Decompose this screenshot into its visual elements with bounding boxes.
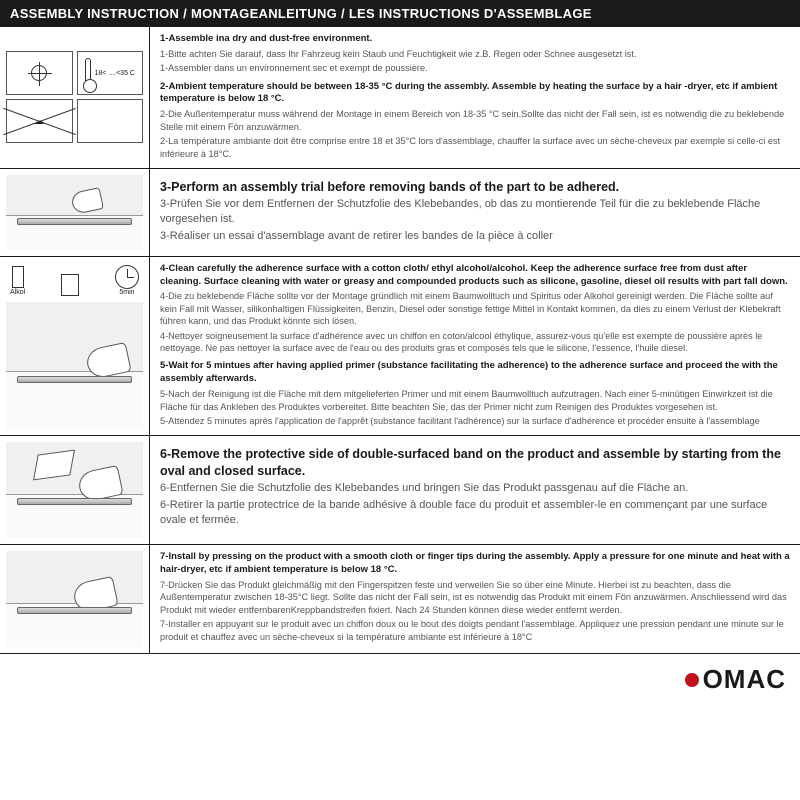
section-2: 3-Perform an assembly trial before remov… xyxy=(0,169,800,257)
section-4: 6-Remove the protective side of double-s… xyxy=(0,436,800,545)
section-1: 18< ....<35 C ☁︎ 1-Assemble ina dry and … xyxy=(0,27,800,169)
s1-de-1: 1-Bitte achten Sie darauf, dass Ihr Fahr… xyxy=(160,48,790,60)
s4-en: 6-Remove the protective side of double-s… xyxy=(160,446,790,479)
bottle-icon xyxy=(12,266,24,288)
s5-fr: 7-Installer en appuyant sur le produit a… xyxy=(160,618,790,643)
section-3: Alkol 5min 4-Clean carefully the adheren… xyxy=(0,257,800,437)
alcohol-label: Alkol xyxy=(10,289,25,296)
s4-fr: 6-Retirer la partie protectrice de la ba… xyxy=(160,498,790,528)
temp-range-label: 18< ....<35 C xyxy=(95,70,135,77)
illus-3: Alkol 5min xyxy=(0,257,150,436)
s3-de-5: 5-Nach der Reinigung ist die Fläche mit … xyxy=(160,388,790,413)
footer: OMAC xyxy=(0,654,800,703)
section-5: 7-Install by pressing on the product wit… xyxy=(0,545,800,654)
text-1: 1-Assemble ina dry and dust-free environ… xyxy=(150,27,800,168)
s4-de: 6-Entfernen Sie die Schutzfolie des Kleb… xyxy=(160,481,790,496)
header-bar: ASSEMBLY INSTRUCTION / MONTAGEANLEITUNG … xyxy=(0,0,800,27)
illus-1: 18< ....<35 C ☁︎ xyxy=(0,27,150,168)
text-4: 6-Remove the protective side of double-s… xyxy=(150,436,800,544)
logo-text: OMAC xyxy=(703,664,786,695)
s1-en-1: 1-Assemble ina dry and dust-free environ… xyxy=(160,33,790,46)
s5-de: 7-Drücken Sie das Produkt gleichmäßig mi… xyxy=(160,579,790,616)
text-3: 4-Clean carefully the adherence surface … xyxy=(150,257,800,436)
text-5: 7-Install by pressing on the product wit… xyxy=(150,545,800,653)
illus-5 xyxy=(0,545,150,653)
s1-fr-1: 1-Assembler dans un environnement sec et… xyxy=(160,62,790,74)
s2-en: 3-Perform an assembly trial before remov… xyxy=(160,179,790,195)
icon-sun xyxy=(6,51,73,95)
s3-fr-4: 4-Nettoyer soigneusement la surface d'ad… xyxy=(160,330,790,355)
s1-de-2: 2-Die Außentemperatur muss während der M… xyxy=(160,108,790,133)
icon-thermo: 18< ....<35 C xyxy=(77,51,144,95)
s3-en-4: 4-Clean carefully the adherence surface … xyxy=(160,263,790,289)
clock-label: 5min xyxy=(119,289,134,296)
s3-fr-5: 5-Attendez 5 minutes après l'application… xyxy=(160,415,790,427)
s1-fr-2: 2-La température ambiante doit être comp… xyxy=(160,135,790,160)
s3-de-4: 4-Die zu beklebende Fläche sollte vor de… xyxy=(160,290,790,327)
clock-icon xyxy=(115,265,139,289)
s1-en-2: 2-Ambient temperature should be between … xyxy=(160,81,790,107)
s5-en: 7-Install by pressing on the product wit… xyxy=(160,551,790,577)
s3-en-5: 5-Wait for 5 mintues after having applie… xyxy=(160,360,790,386)
icon-blank xyxy=(77,99,144,143)
header-text: ASSEMBLY INSTRUCTION / MONTAGEANLEITUNG … xyxy=(10,6,592,21)
s2-de: 3-Prüfen Sie vor dem Entfernen der Schut… xyxy=(160,197,790,227)
icon-no-rain: ☁︎ xyxy=(6,99,73,143)
text-2: 3-Perform an assembly trial before remov… xyxy=(150,169,800,256)
illus-2 xyxy=(0,169,150,256)
brand-logo: OMAC xyxy=(685,664,786,695)
s2-fr: 3-Réaliser un essai d'assemblage avant d… xyxy=(160,229,790,244)
cloth-icon xyxy=(61,274,79,296)
logo-dot-icon xyxy=(685,673,699,687)
illus-4 xyxy=(0,436,150,544)
